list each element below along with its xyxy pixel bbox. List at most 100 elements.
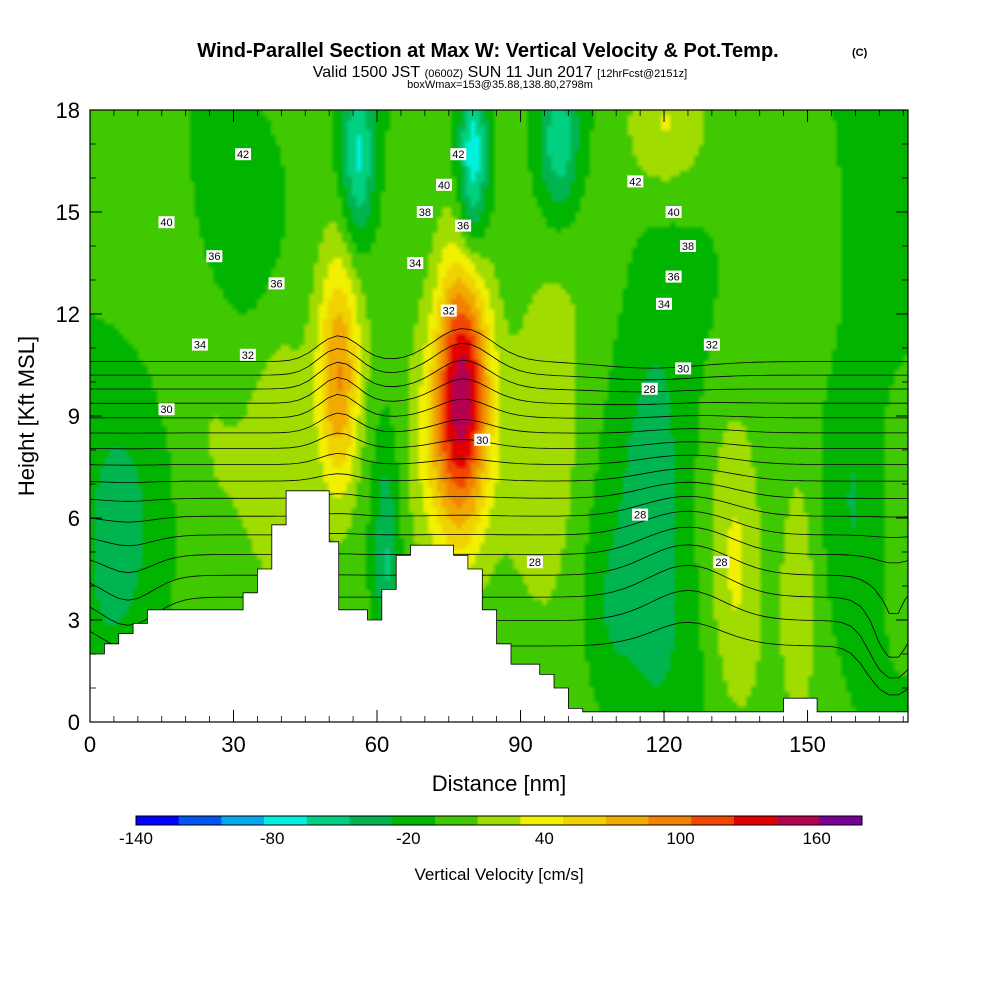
colorbar-tick-2: -20 [396,829,421,848]
x-tick-0: 0 [84,110,96,757]
colorbar-tick-1: -80 [260,829,285,848]
theta-contour-38 [90,432,908,450]
theta-contour-33 [90,510,908,547]
theta-label-24: 28 [713,556,730,569]
plot-area: 42 40 36 36 34 32 30 42 40 38 36 34 32 30 28 42 40 38 36 34… [89,109,909,723]
theta-label-4: 34 [192,338,209,352]
theta-label-14: 28 [526,556,543,569]
colorbar-swatch-16 [819,816,863,825]
x-tick-30: 30 [221,110,246,757]
svg-text:60: 60 [365,732,389,757]
x-tick-90: 90 [508,110,533,757]
theta-label-9: 38 [416,206,433,219]
svg-text:28: 28 [644,384,656,396]
svg-text:40: 40 [667,207,679,219]
svg-text:3: 3 [68,608,80,633]
svg-text:28: 28 [634,510,646,522]
terrain-mask [89,490,909,723]
colorbar-swatch-0 [136,816,180,825]
svg-text:40: 40 [160,217,172,229]
y-tick-9: 9 [68,404,908,429]
colorbar-tick-5: 160 [802,829,830,848]
theta-label-11: 34 [407,257,424,270]
colorbar-frame [135,815,863,826]
svg-text:32: 32 [443,306,455,318]
theta-contour-44 [90,328,908,369]
svg-text:36: 36 [270,278,282,290]
theta-label-21: 30 [675,362,692,375]
colorbar-swatch-15 [776,816,820,825]
colorbar-swatch-13 [691,816,735,825]
y-tick-18: 18 [56,98,908,123]
theta-contour-35 [90,481,908,502]
svg-text:28: 28 [715,557,727,569]
svg-text:120: 120 [646,732,683,757]
colorbar-tick-labels: -140 -80 -20 40 100 160 [119,829,831,848]
theta-label-19: 34 [656,297,673,311]
theta-label-15: 42 [627,175,644,188]
theta-label-5: 32 [239,348,256,362]
colorbar-swatch-3 [264,816,308,825]
theta-contour-36 [90,468,908,483]
theta-label-7: 42 [450,148,467,161]
theta-label-2: 36 [206,250,223,263]
svg-text:34: 34 [658,299,670,311]
colorbar-tick-4: 100 [666,829,694,848]
colorbar-swatch-4 [306,816,350,825]
svg-text:30: 30 [160,404,172,416]
copyright-mark: (C) [852,47,868,59]
colorbar-tick-3: 40 [535,829,554,848]
y-tick-12: 12 [56,302,908,327]
svg-text:38: 38 [419,207,431,219]
svg-text:42: 42 [452,149,464,161]
svg-text:36: 36 [457,221,469,233]
svg-text:150: 150 [789,732,826,757]
theta-contour-37 [90,453,908,466]
box-wmax-line: boxWmax=153@35.88,138.80,2798m [407,79,593,91]
colorbar-label: Vertical Velocity [cm/s] [414,865,583,884]
colorbar-swatch-12 [648,816,692,825]
y-tick-6: 6 [68,506,908,531]
svg-text:30: 30 [476,435,488,447]
y-tick-0: 0 [68,710,908,735]
colorbar-swatch-7 [434,816,478,825]
x-tick-150: 150 [789,110,826,757]
theta-label-13: 30 [474,433,491,447]
valid-time-line: Valid 1500 JST (0600Z) SUN 11 Jun 2017 [… [313,64,687,81]
y-tick-15: 15 [56,200,908,225]
theta-label-8: 40 [435,178,452,192]
colorbar-swatch-5 [349,816,393,825]
colorbar-swatch-11 [605,816,649,825]
colorbar [135,815,863,826]
x-tick-120: 120 [646,110,683,757]
colorbar-swatch-1 [178,816,222,825]
svg-text:38: 38 [682,241,694,253]
theta-contour-34 [90,496,908,523]
svg-text:42: 42 [237,149,249,161]
theta-contour-41 [90,377,908,406]
svg-text:30: 30 [677,363,689,375]
theta-label-6: 30 [158,403,175,416]
theta-contour-labels: 42 40 36 36 34 32 30 42 40 38 36 34 32 30 28 42 40 38 36 34… [158,148,730,569]
chart-title: Wind-Parallel Section at Max W: Vertical… [197,40,778,62]
svg-text:34: 34 [194,340,206,352]
svg-text:34: 34 [409,258,421,270]
svg-text:12: 12 [56,302,80,327]
colorbar-swatch-6 [392,816,436,825]
theta-contour-40 [90,393,908,419]
colorbar-swatch-8 [477,816,521,825]
svg-text:40: 40 [438,180,450,192]
theta-contour-39 [90,412,908,434]
colorbar-tick-0: -140 [119,829,153,848]
colorbar-swatch-10 [563,816,607,825]
svg-text:30: 30 [221,732,245,757]
svg-text:36: 36 [208,251,220,263]
theta-label-17: 38 [679,240,696,253]
theta-label-23: 28 [632,508,649,522]
svg-text:0: 0 [68,710,80,735]
theta-label-20: 32 [703,338,720,352]
theta-label-12: 32 [440,304,457,318]
theta-label-0: 42 [235,148,252,161]
